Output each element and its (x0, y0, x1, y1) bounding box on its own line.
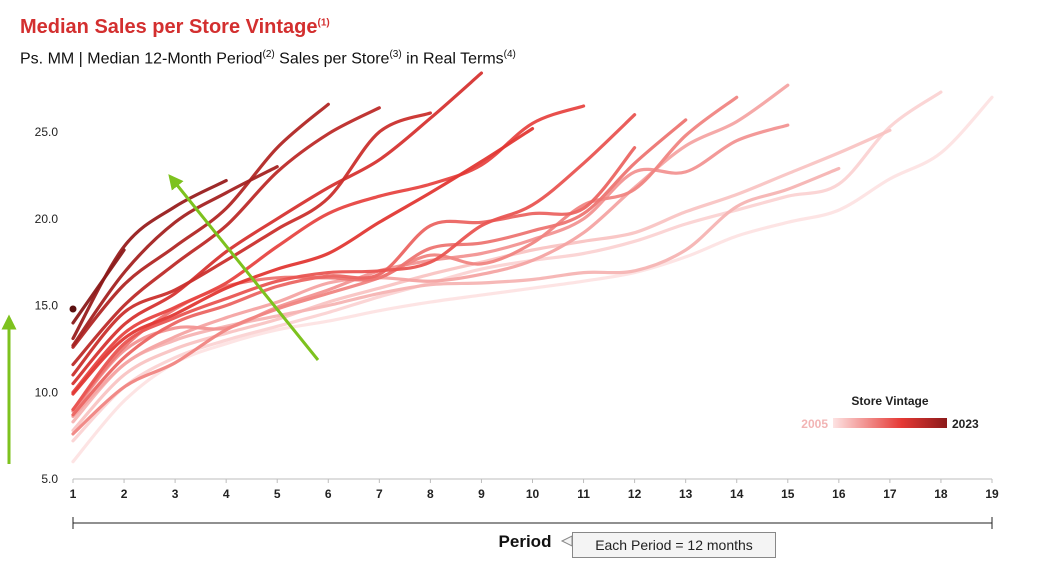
vintage-legend: Store Vintage 2005 2023 (801, 394, 979, 431)
x-tick-label: 5 (274, 487, 281, 501)
trend-arrow-diagonal (168, 174, 320, 361)
legend-title: Store Vintage (851, 394, 928, 408)
x-axis: 1 2 3 4 5 6 7 8 9 10 11 12 13 14 15 16 17 18 19 (70, 478, 999, 501)
x-tick-label: 15 (781, 487, 795, 501)
x-tick-label: 12 (628, 487, 642, 501)
chart-title-text: Median Sales per Store Vintage (20, 16, 318, 38)
subtitle-part-1: Ps. MM | Median 12-Month Period (20, 50, 263, 68)
x-tick-label: 9 (478, 487, 485, 501)
subtitle-part-2: Sales per Store (274, 50, 390, 68)
note-pointer (560, 535, 573, 547)
x-tick-label: 4 (223, 487, 230, 501)
x-tick-label: 13 (679, 487, 693, 501)
series-line-2022 (71, 179, 228, 341)
x-tick-label: 17 (883, 487, 897, 501)
x-axis-title: Period (499, 532, 552, 551)
y-tick-label: 10.0 (35, 385, 59, 399)
subtitle-footnote-2: (3) (389, 49, 402, 60)
series-line-2017 (71, 71, 483, 386)
period-note: Each Period = 12 months (572, 532, 776, 558)
series-line-2006 (71, 90, 943, 443)
series-line-2018 (71, 111, 432, 377)
y-tick-label: 15.0 (35, 299, 59, 313)
series-lines (69, 71, 994, 464)
x-tick-label: 18 (934, 487, 948, 501)
series-line-2013 (71, 146, 637, 417)
chart-title: Median Sales per Store Vintage(1) (20, 16, 330, 39)
start-point-marker (69, 305, 77, 313)
series-line-2016 (71, 127, 535, 396)
x-tick-label: 3 (172, 487, 179, 501)
series-line-2005 (71, 95, 994, 464)
x-tick-label: 10 (526, 487, 540, 501)
legend-gradient-bar (833, 418, 947, 428)
series-line-2014 (71, 113, 637, 412)
legend-max-label: 2023 (952, 417, 979, 431)
subtitle-part-3: in Real Terms (401, 50, 504, 68)
x-tick-label: 16 (832, 487, 846, 501)
x-tick-label: 1 (70, 487, 77, 501)
series-line-2019 (71, 106, 381, 367)
x-tick-label: 7 (376, 487, 383, 501)
period-bracket (72, 517, 993, 529)
x-tick-label: 11 (577, 487, 590, 501)
series-line-2008 (71, 166, 841, 424)
subtitle-footnote-1: (2) (262, 49, 275, 60)
y-tick-label: 20.0 (35, 212, 59, 226)
chart-title-footnote: (1) (317, 17, 330, 29)
chart-subtitle: Ps. MM | Median 12-Month Period(2) Sales… (20, 49, 516, 68)
x-tick-label: 8 (427, 487, 434, 501)
legend-min-label: 2005 (801, 417, 828, 431)
series-line-2020 (71, 102, 330, 349)
series-line-2009 (71, 83, 790, 419)
series-line-2007 (71, 128, 892, 432)
series-line-2012 (71, 118, 688, 412)
series-line-2010 (71, 123, 790, 413)
x-tick-label: 14 (730, 487, 744, 501)
y-tick-label: 5.0 (41, 472, 58, 486)
y-axis: 5.0 10.0 15.0 20.0 25.0 (35, 125, 59, 486)
series-line-2023 (71, 248, 126, 325)
series-line-2021 (71, 165, 279, 347)
x-tick-label: 19 (985, 487, 999, 501)
x-tick-label: 2 (121, 487, 128, 501)
x-tick-label: 6 (325, 487, 332, 501)
series-line-2011 (71, 95, 739, 436)
y-tick-label: 25.0 (35, 125, 59, 139)
subtitle-footnote-3: (4) (503, 49, 516, 60)
